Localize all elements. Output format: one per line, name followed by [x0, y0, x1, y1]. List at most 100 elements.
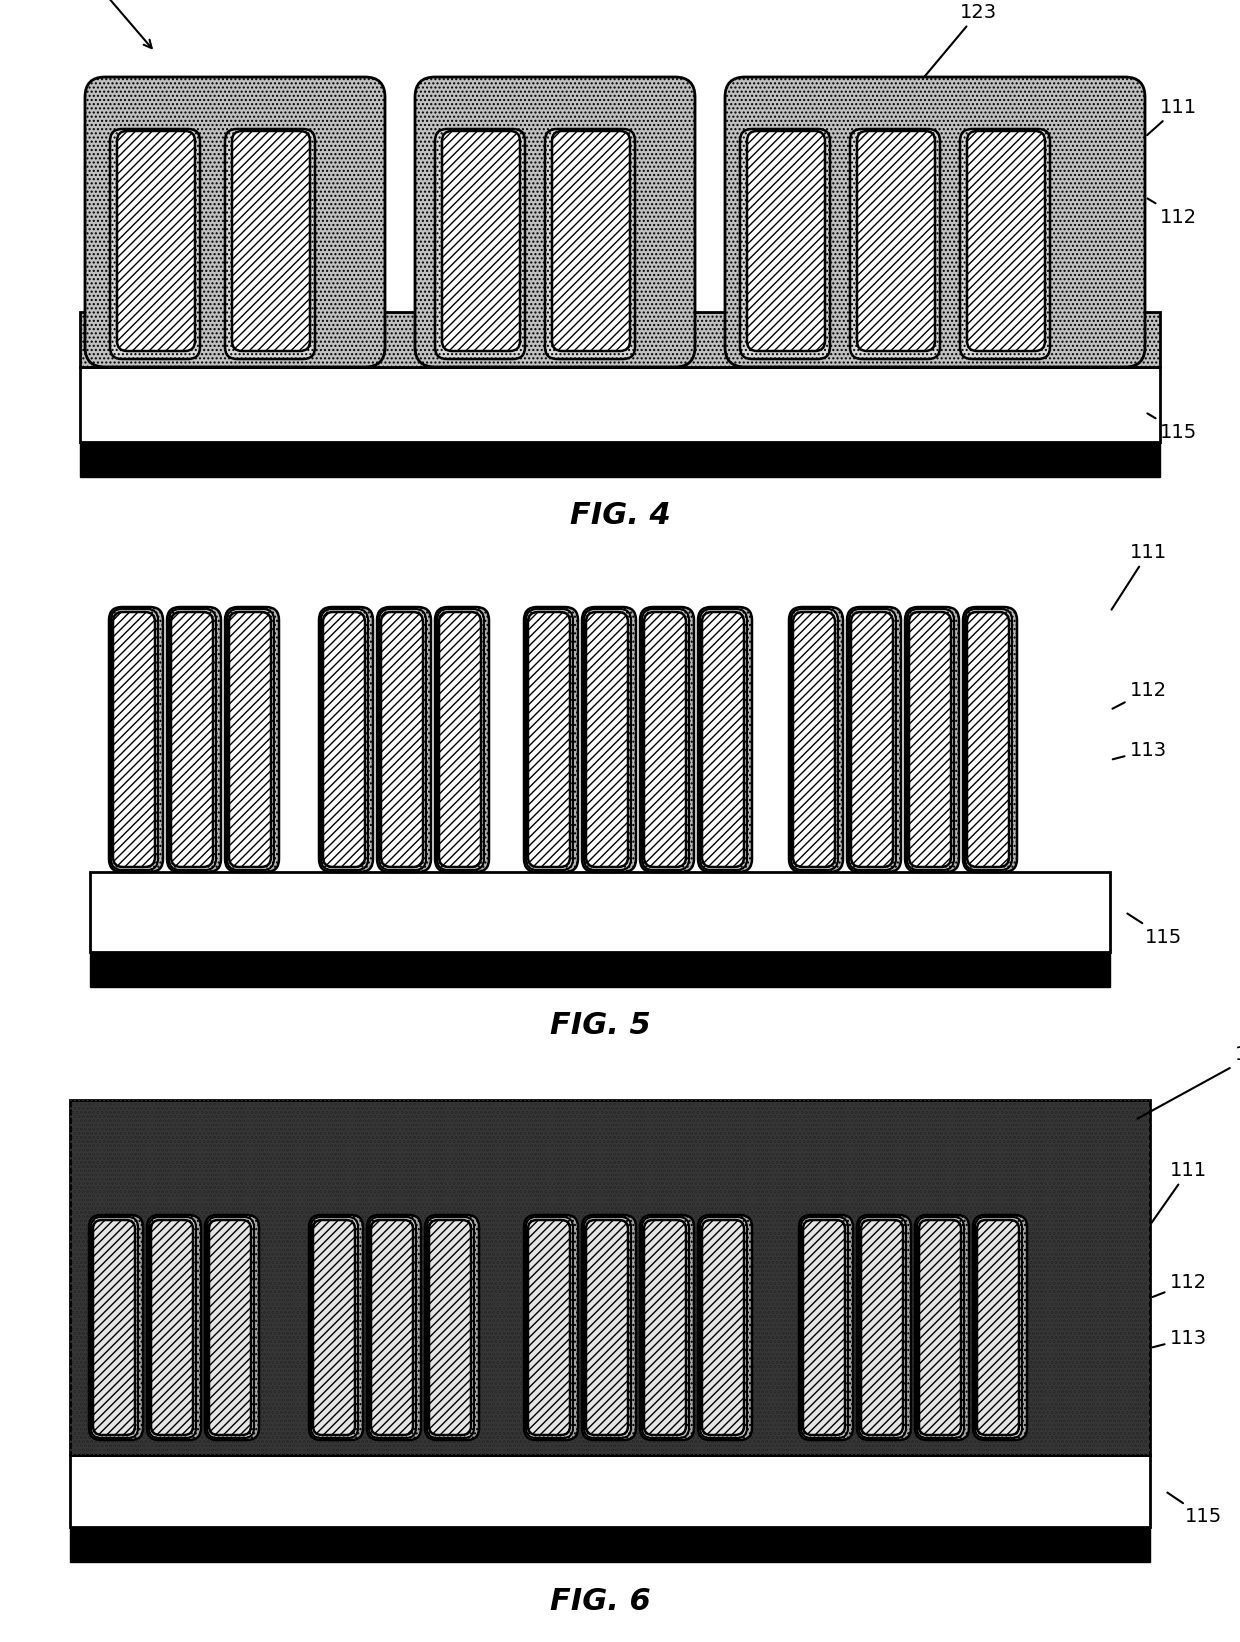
FancyBboxPatch shape — [644, 612, 686, 867]
FancyBboxPatch shape — [441, 131, 520, 351]
FancyBboxPatch shape — [861, 1220, 903, 1435]
Text: 115: 115 — [1167, 1493, 1223, 1527]
FancyBboxPatch shape — [322, 612, 365, 867]
FancyBboxPatch shape — [112, 609, 157, 870]
FancyBboxPatch shape — [224, 130, 315, 360]
FancyBboxPatch shape — [151, 1220, 193, 1435]
FancyBboxPatch shape — [584, 1217, 631, 1438]
FancyBboxPatch shape — [859, 1217, 906, 1438]
FancyBboxPatch shape — [975, 1217, 1022, 1438]
FancyBboxPatch shape — [804, 1220, 844, 1435]
Text: 111: 111 — [1111, 542, 1167, 609]
FancyBboxPatch shape — [701, 609, 746, 870]
FancyBboxPatch shape — [415, 77, 694, 368]
FancyBboxPatch shape — [436, 609, 484, 870]
FancyBboxPatch shape — [425, 1215, 479, 1440]
Text: 123: 123 — [921, 3, 997, 80]
FancyBboxPatch shape — [905, 608, 959, 872]
Text: 112: 112 — [1112, 680, 1167, 709]
Text: 115: 115 — [1127, 913, 1182, 946]
FancyBboxPatch shape — [379, 609, 427, 870]
FancyBboxPatch shape — [725, 77, 1145, 368]
FancyBboxPatch shape — [584, 609, 631, 870]
FancyBboxPatch shape — [435, 130, 525, 360]
Bar — [69, 1527, 1149, 1562]
FancyBboxPatch shape — [919, 1220, 961, 1435]
FancyBboxPatch shape — [91, 1217, 138, 1438]
FancyBboxPatch shape — [377, 608, 432, 872]
FancyBboxPatch shape — [698, 608, 751, 872]
FancyBboxPatch shape — [857, 131, 935, 351]
FancyBboxPatch shape — [89, 1215, 143, 1440]
FancyBboxPatch shape — [799, 1215, 853, 1440]
FancyBboxPatch shape — [582, 1215, 636, 1440]
FancyBboxPatch shape — [525, 1215, 578, 1440]
FancyBboxPatch shape — [167, 608, 221, 872]
FancyBboxPatch shape — [429, 1220, 471, 1435]
FancyBboxPatch shape — [210, 1220, 250, 1435]
FancyBboxPatch shape — [227, 609, 274, 870]
Text: 113: 113 — [1153, 1328, 1207, 1348]
FancyBboxPatch shape — [113, 612, 155, 867]
FancyBboxPatch shape — [849, 130, 940, 360]
Text: 115: 115 — [1147, 414, 1198, 442]
Bar — [91, 952, 1110, 987]
FancyBboxPatch shape — [977, 1220, 1019, 1435]
FancyBboxPatch shape — [117, 131, 195, 351]
FancyBboxPatch shape — [528, 612, 570, 867]
FancyBboxPatch shape — [321, 609, 368, 870]
FancyBboxPatch shape — [794, 612, 835, 867]
Bar — [69, 1455, 1149, 1527]
FancyBboxPatch shape — [546, 130, 635, 360]
FancyBboxPatch shape — [224, 608, 279, 872]
FancyBboxPatch shape — [960, 130, 1050, 360]
FancyBboxPatch shape — [847, 608, 901, 872]
FancyBboxPatch shape — [528, 1220, 570, 1435]
FancyBboxPatch shape — [973, 1215, 1027, 1440]
FancyBboxPatch shape — [205, 1215, 259, 1440]
Bar — [81, 368, 1159, 442]
FancyBboxPatch shape — [526, 1217, 573, 1438]
Text: 113: 113 — [1112, 741, 1167, 760]
FancyBboxPatch shape — [370, 1217, 415, 1438]
Bar — [69, 1100, 1149, 1455]
Bar — [69, 1100, 1149, 1455]
Bar — [81, 442, 1159, 476]
Bar — [91, 872, 1110, 952]
FancyBboxPatch shape — [427, 1217, 474, 1438]
FancyBboxPatch shape — [232, 131, 310, 351]
FancyBboxPatch shape — [309, 1215, 363, 1440]
FancyBboxPatch shape — [915, 1215, 968, 1440]
Text: 124: 124 — [1137, 1046, 1240, 1118]
FancyBboxPatch shape — [552, 131, 630, 351]
FancyBboxPatch shape — [965, 609, 1012, 870]
FancyBboxPatch shape — [909, 612, 951, 867]
FancyBboxPatch shape — [86, 77, 384, 368]
FancyBboxPatch shape — [746, 131, 825, 351]
FancyBboxPatch shape — [582, 608, 636, 872]
FancyBboxPatch shape — [312, 1220, 355, 1435]
FancyBboxPatch shape — [640, 1215, 694, 1440]
FancyBboxPatch shape — [587, 612, 627, 867]
FancyBboxPatch shape — [149, 1217, 196, 1438]
FancyBboxPatch shape — [109, 608, 162, 872]
Text: 105: 105 — [77, 0, 151, 48]
FancyBboxPatch shape — [640, 608, 694, 872]
FancyBboxPatch shape — [698, 1215, 751, 1440]
FancyBboxPatch shape — [169, 609, 216, 870]
FancyBboxPatch shape — [642, 609, 689, 870]
FancyBboxPatch shape — [702, 612, 744, 867]
FancyBboxPatch shape — [526, 609, 573, 870]
Text: FIG. 6: FIG. 6 — [549, 1588, 650, 1616]
FancyBboxPatch shape — [740, 130, 830, 360]
FancyBboxPatch shape — [229, 612, 272, 867]
FancyBboxPatch shape — [110, 130, 200, 360]
Text: 112: 112 — [1147, 199, 1197, 227]
FancyBboxPatch shape — [642, 1217, 689, 1438]
Bar — [81, 312, 1159, 368]
Text: 111: 111 — [1152, 1161, 1207, 1223]
FancyBboxPatch shape — [967, 612, 1009, 867]
FancyBboxPatch shape — [857, 1215, 911, 1440]
FancyBboxPatch shape — [851, 612, 893, 867]
FancyBboxPatch shape — [587, 1220, 627, 1435]
